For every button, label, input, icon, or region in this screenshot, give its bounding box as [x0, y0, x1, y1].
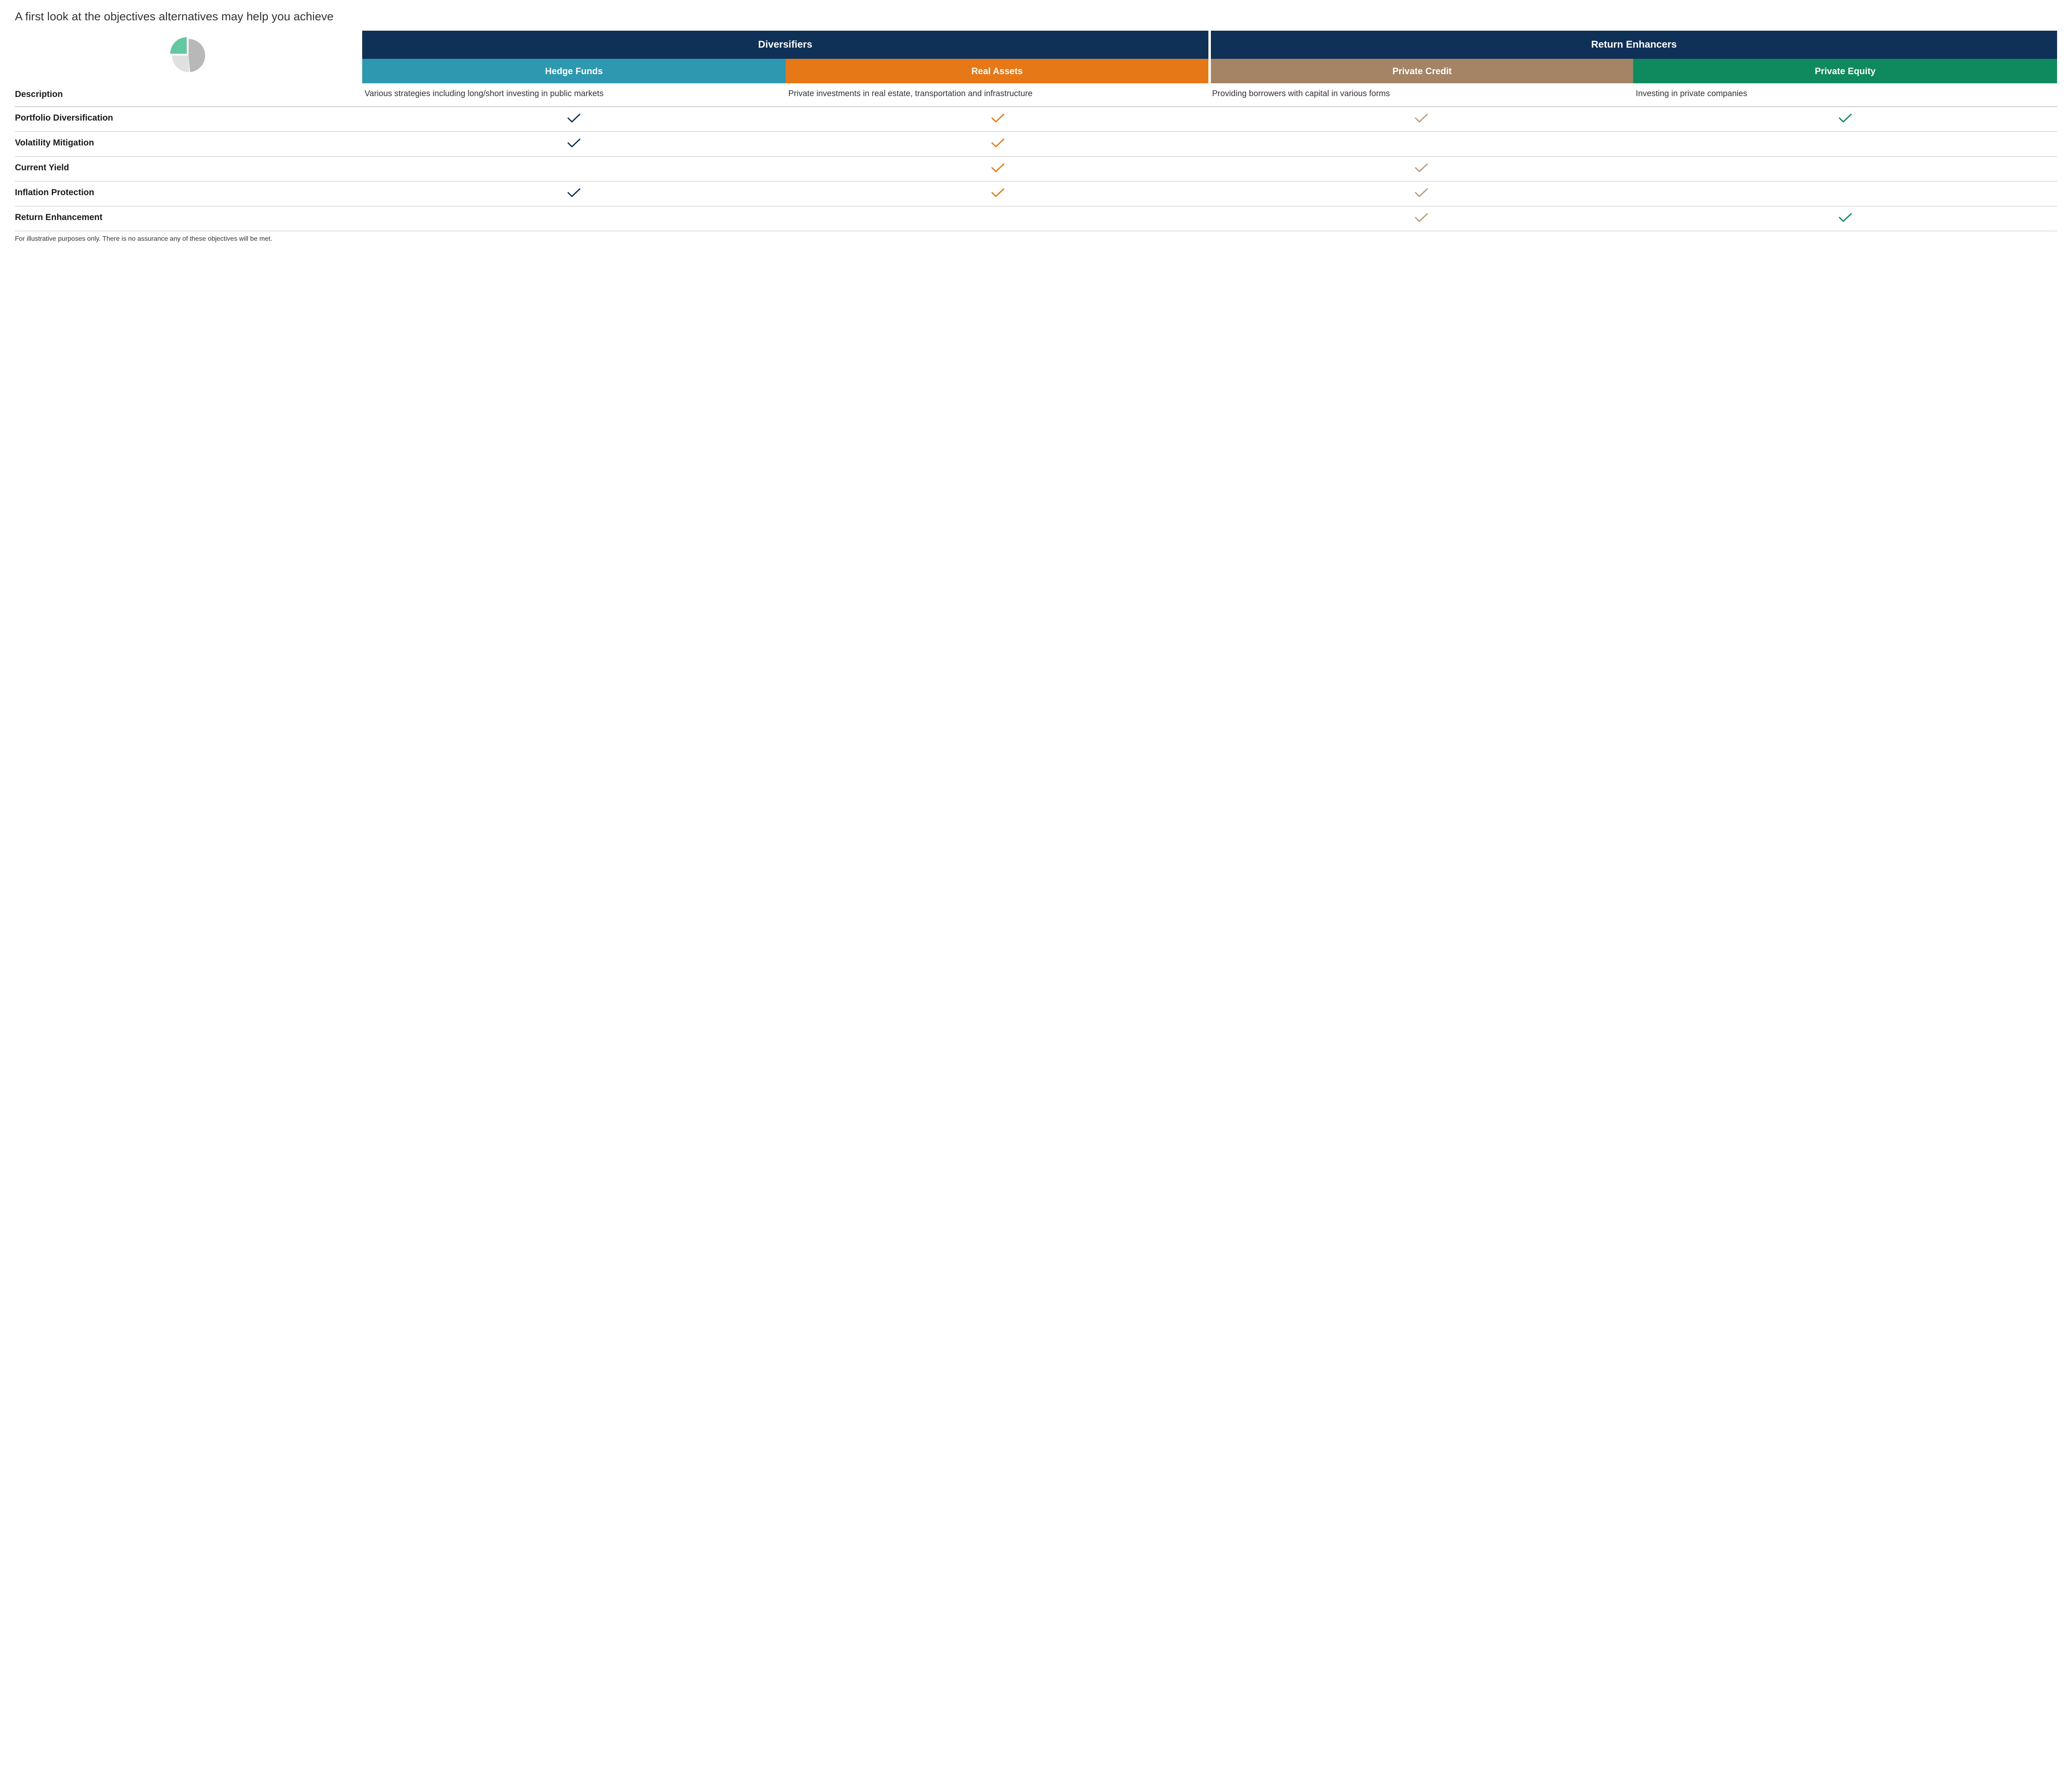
cell-inflation-protection-private-equity — [1633, 181, 2057, 206]
column-header-private-credit: Private Credit — [1210, 59, 1634, 83]
check-icon — [566, 193, 581, 200]
row-label-current-yield: Current Yield — [15, 157, 362, 181]
description-real-assets: Private investments in real estate, tran… — [786, 83, 1210, 107]
cell-return-enhancement-private-equity — [1633, 206, 2057, 231]
group-header-diversifiers: Diversifiers — [362, 31, 1210, 59]
cell-portfolio-diversification-hedge-funds — [362, 107, 786, 132]
cell-portfolio-diversification-private-equity — [1633, 107, 2057, 132]
check-icon — [1838, 218, 1853, 225]
description-hedge-funds: Various strategies including long/short … — [362, 83, 786, 107]
cell-portfolio-diversification-real-assets — [786, 107, 1210, 132]
row-label-volatility-mitigation: Volatility Mitigation — [15, 132, 362, 157]
row-label-inflation-protection: Inflation Protection — [15, 181, 362, 206]
group-header-return-enhancers: Return Enhancers — [1210, 31, 2057, 59]
column-header-private-equity: Private Equity — [1633, 59, 2057, 83]
cell-inflation-protection-real-assets — [786, 181, 1210, 206]
check-icon — [1414, 118, 1429, 125]
check-icon — [990, 118, 1005, 125]
cell-return-enhancement-hedge-funds — [362, 206, 786, 231]
cell-current-yield-private-credit — [1210, 157, 1634, 181]
footnote-text: For illustrative purposes only. There is… — [15, 235, 2057, 243]
cell-portfolio-diversification-private-credit — [1210, 107, 1634, 132]
column-header-hedge-funds: Hedge Funds — [362, 59, 786, 83]
description-private-equity: Investing in private companies — [1633, 83, 2057, 107]
check-icon — [566, 118, 581, 125]
check-icon — [566, 143, 581, 150]
column-header-real-assets: Real Assets — [786, 59, 1210, 83]
pie-chart-icon — [15, 31, 362, 83]
cell-volatility-mitigation-private-equity — [1633, 132, 2057, 157]
page-title: A first look at the objectives alternati… — [15, 10, 2057, 23]
check-icon — [1414, 168, 1429, 175]
alternatives-table: DiversifiersReturn EnhancersHedge FundsR… — [15, 31, 2057, 231]
cell-return-enhancement-real-assets — [786, 206, 1210, 231]
cell-volatility-mitigation-real-assets — [786, 132, 1210, 157]
cell-volatility-mitigation-hedge-funds — [362, 132, 786, 157]
cell-return-enhancement-private-credit — [1210, 206, 1634, 231]
check-icon — [990, 168, 1005, 175]
check-icon — [1414, 218, 1429, 225]
check-icon — [990, 143, 1005, 150]
cell-volatility-mitigation-private-credit — [1210, 132, 1634, 157]
cell-current-yield-hedge-funds — [362, 157, 786, 181]
row-label-return-enhancement: Return Enhancement — [15, 206, 362, 231]
check-icon — [1838, 118, 1853, 125]
row-label-description: Description — [15, 83, 362, 107]
row-label-portfolio-diversification: Portfolio Diversification — [15, 107, 362, 132]
check-icon — [1414, 193, 1429, 200]
cell-current-yield-private-equity — [1633, 157, 2057, 181]
cell-inflation-protection-private-credit — [1210, 181, 1634, 206]
check-icon — [990, 193, 1005, 200]
cell-current-yield-real-assets — [786, 157, 1210, 181]
description-private-credit: Providing borrowers with capital in vari… — [1210, 83, 1634, 107]
cell-inflation-protection-hedge-funds — [362, 181, 786, 206]
